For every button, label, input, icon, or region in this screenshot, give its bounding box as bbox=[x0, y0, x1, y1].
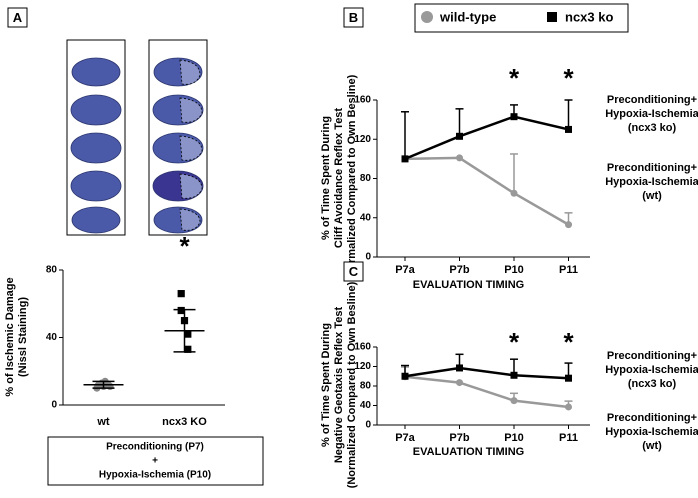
y-axis-label: % of Time Spent During bbox=[320, 323, 332, 447]
series-annotation: Hypoxia-Ischemia bbox=[605, 176, 698, 188]
marker bbox=[184, 330, 192, 338]
marker bbox=[565, 125, 572, 133]
marker bbox=[456, 132, 463, 140]
brain-images bbox=[66, 39, 208, 236]
condition-box bbox=[47, 436, 264, 486]
legend-label: ncx3 ko bbox=[565, 9, 613, 24]
legend-label: wild-type bbox=[439, 9, 496, 24]
marker bbox=[456, 364, 463, 372]
series-annotation: Preconditioning+ bbox=[607, 162, 697, 174]
panel-label: C bbox=[349, 264, 359, 279]
y-tick-label: 160 bbox=[354, 342, 371, 353]
marker bbox=[401, 155, 409, 163]
series-annotation: Hypoxia-Ischemia bbox=[605, 426, 698, 438]
y-tick-label: 160 bbox=[354, 95, 371, 106]
brain-section bbox=[70, 132, 122, 164]
significance: * bbox=[563, 63, 574, 93]
legend-box bbox=[414, 3, 629, 33]
y-tick-label: 40 bbox=[360, 400, 372, 411]
series-annotation: Preconditioning+ bbox=[607, 350, 697, 362]
x-tick-label: P11 bbox=[559, 264, 578, 276]
x-tick-label: P7a bbox=[395, 264, 415, 276]
y-tick-label: 40 bbox=[360, 212, 372, 223]
x-axis-label: EVALUATION TIMING bbox=[413, 279, 524, 291]
lesion-outline bbox=[179, 135, 203, 161]
x-tick-label: P7b bbox=[449, 432, 469, 444]
marker bbox=[565, 374, 572, 382]
series-line bbox=[404, 366, 569, 380]
significance: * bbox=[563, 327, 574, 357]
panel-label: A bbox=[13, 10, 23, 25]
marker bbox=[547, 12, 557, 22]
marker bbox=[510, 113, 518, 121]
x-tick-label: ncx3 KO bbox=[162, 416, 207, 428]
series-line bbox=[404, 156, 570, 226]
panel-label-box bbox=[7, 7, 28, 28]
marker bbox=[456, 379, 463, 387]
x-tick-label: wt bbox=[96, 416, 110, 428]
marker bbox=[421, 11, 433, 23]
y-tick-label: 120 bbox=[354, 361, 371, 372]
brain-section bbox=[71, 206, 121, 234]
series-annotation: (wt) bbox=[642, 440, 662, 452]
marker bbox=[565, 221, 572, 229]
series-annotation: (ncx3 ko) bbox=[628, 122, 677, 134]
brain-section bbox=[71, 57, 121, 87]
y-axis-label: Negative Geotaxis Reflex Test bbox=[333, 307, 345, 464]
y-tick-label: 120 bbox=[354, 134, 371, 145]
marker bbox=[456, 154, 463, 162]
series-annotation: (ncx3 ko) bbox=[628, 378, 677, 390]
y-axis-label: % of Ischemic Damage bbox=[4, 277, 16, 396]
y-tick-label: 40 bbox=[46, 332, 58, 343]
panel-label-box bbox=[343, 7, 364, 28]
series-line bbox=[404, 115, 569, 161]
condition-text: Preconditioning (P7) bbox=[106, 442, 204, 453]
significance: * bbox=[509, 327, 520, 357]
x-axis-label: EVALUATION TIMING bbox=[413, 446, 524, 458]
y-axis-label: (Nissl Staining) bbox=[17, 297, 29, 377]
significance: * bbox=[179, 231, 190, 261]
brain-section bbox=[70, 94, 122, 126]
panel-label: B bbox=[349, 10, 358, 25]
marker bbox=[510, 189, 518, 197]
brain-section bbox=[70, 170, 122, 202]
lesion-outline bbox=[179, 208, 201, 231]
series-annotation: Hypoxia-Ischemia bbox=[605, 364, 698, 376]
condition-text: Hypoxia-Ischemia (P10) bbox=[99, 470, 211, 481]
x-tick-label: P7b bbox=[449, 264, 469, 276]
lesion-outline bbox=[179, 59, 201, 85]
marker bbox=[184, 345, 192, 353]
x-tick-label: P10 bbox=[504, 432, 524, 444]
marker bbox=[401, 372, 409, 380]
lesion-outline bbox=[179, 97, 203, 123]
panel-label-box bbox=[343, 261, 364, 282]
y-tick-label: 80 bbox=[360, 381, 372, 392]
y-axis-label: (Normalized Compared to Own Besline) bbox=[346, 74, 358, 281]
y-tick-label: 0 bbox=[365, 420, 371, 431]
y-tick-label: 80 bbox=[360, 173, 372, 184]
marker bbox=[510, 371, 518, 379]
y-axis-label: % of Time Spent During bbox=[320, 116, 332, 240]
significance: * bbox=[509, 63, 520, 93]
y-axis-label: (Normalized Compared to Own Besline) bbox=[346, 281, 358, 488]
y-tick-label: 80 bbox=[46, 265, 58, 276]
x-tick-label: P7a bbox=[395, 432, 415, 444]
series-line bbox=[404, 375, 569, 409]
x-tick-label: P10 bbox=[504, 264, 524, 276]
marker bbox=[177, 290, 185, 298]
y-tick-label: 0 bbox=[365, 252, 371, 263]
marker bbox=[565, 403, 572, 411]
series-annotation: Preconditioning+ bbox=[607, 94, 697, 106]
y-tick-label: 0 bbox=[51, 400, 57, 411]
series-annotation: Preconditioning+ bbox=[607, 412, 697, 424]
series-annotation: Hypoxia-Ischemia bbox=[605, 108, 698, 120]
marker bbox=[510, 397, 518, 405]
lesion-outline bbox=[179, 173, 203, 199]
x-tick-label: P11 bbox=[559, 432, 578, 444]
series-annotation: (wt) bbox=[642, 190, 662, 202]
y-axis-label: Cliff Avoidance Reflex Test bbox=[333, 108, 345, 249]
condition-text: + bbox=[152, 456, 158, 467]
marker bbox=[177, 306, 185, 315]
